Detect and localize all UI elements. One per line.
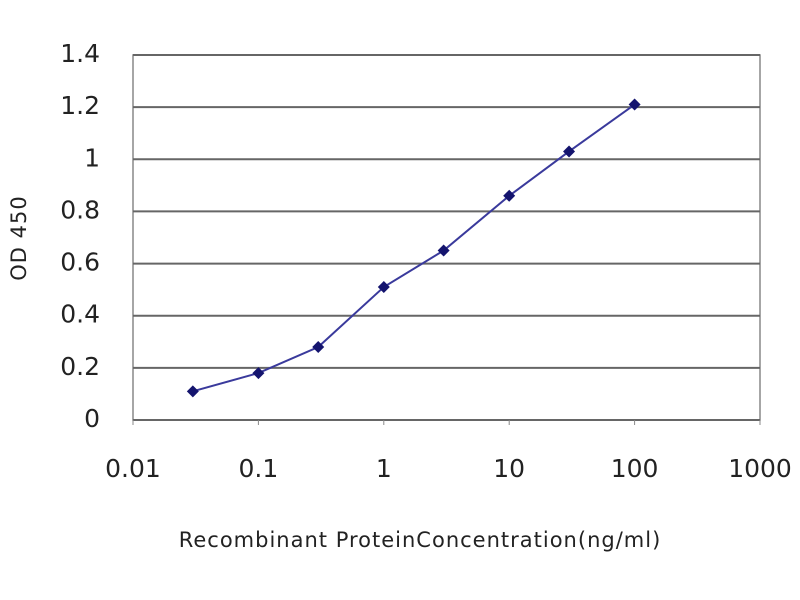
x-tick-label: 0.01 <box>105 454 161 483</box>
y-tick-label: 0.4 <box>60 300 100 329</box>
y-tick-label: 0.2 <box>60 352 100 381</box>
y-axis-title: OD 450 <box>7 195 31 280</box>
data-point <box>628 98 641 111</box>
data-point <box>503 189 516 202</box>
y-tick-label: 0 <box>84 404 100 433</box>
x-tick-label: 100 <box>611 454 659 483</box>
y-tick-label: 0.8 <box>60 195 100 224</box>
x-tick-label: 1 <box>376 454 392 483</box>
data-point <box>437 244 450 257</box>
y-tick-label: 1 <box>84 143 100 172</box>
plot-area <box>132 54 761 421</box>
x-tick-label: 0.1 <box>239 454 279 483</box>
data-point <box>186 385 199 398</box>
x-tick-label: 1000 <box>728 454 792 483</box>
y-tick-label: 0.6 <box>60 248 100 277</box>
data-point <box>377 281 390 294</box>
data-point <box>563 145 576 158</box>
data-point <box>252 367 265 380</box>
x-axis-title: Recombinant ProteinConcentration(ng/ml) <box>179 528 662 552</box>
y-tick-label: 1.2 <box>60 91 100 120</box>
series-line <box>192 103 636 393</box>
x-tick-label: 10 <box>493 454 525 483</box>
data-point <box>312 341 325 353</box>
y-tick-label: 1.4 <box>60 39 100 68</box>
